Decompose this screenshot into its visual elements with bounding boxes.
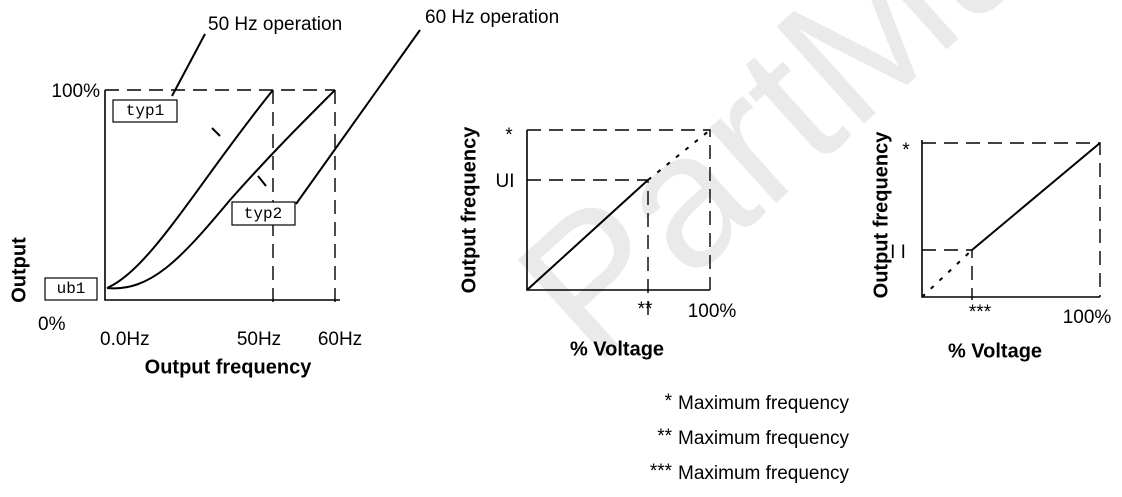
curve — [971, 142, 1101, 251]
x-title: % Voltage — [948, 340, 1042, 362]
curve-60hz — [106, 89, 336, 290]
note-text: Maximum frequency — [678, 393, 850, 414]
x-title: Output frequency — [145, 356, 313, 378]
middle-chart: * UI Output frequency ** 100% % Voltage — [458, 125, 736, 360]
note-marker: ** — [657, 426, 672, 447]
y-label: I I — [890, 242, 906, 263]
note-marker: * — [665, 391, 673, 412]
box — [44, 277, 98, 301]
x-label: 0.0Hz — [100, 329, 150, 350]
guide-lines — [105, 89, 336, 310]
x-label: 100% — [1063, 307, 1112, 328]
y-title: Output frequency — [458, 126, 480, 294]
x-label: 60Hz — [318, 329, 362, 350]
curve-50hz — [106, 89, 274, 289]
x-title: % Voltage — [570, 338, 664, 360]
curve — [526, 179, 649, 291]
box-label: ub1 — [57, 280, 86, 298]
y-label: * — [902, 140, 910, 161]
y-label: * — [505, 125, 513, 146]
callout: 60 Hz operation — [425, 7, 559, 28]
callout: 50 Hz operation — [208, 14, 342, 35]
curve-dotted — [921, 249, 973, 298]
curve-dotted — [647, 129, 711, 181]
box — [112, 99, 178, 123]
box-label: typ2 — [244, 205, 282, 223]
box — [231, 201, 296, 226]
x-label: ** — [638, 299, 653, 320]
y-label: 100% — [51, 81, 100, 102]
axes — [104, 90, 340, 301]
y-title: Output frequency — [870, 131, 892, 299]
arrows — [211, 127, 267, 187]
x-label: 50Hz — [237, 329, 281, 350]
note-text: Maximum frequency — [678, 428, 850, 449]
y-label: UI — [496, 171, 515, 192]
y-label: 0% — [38, 314, 66, 335]
y-title: Output — [8, 237, 30, 303]
right-chart: * I I Output frequency *** 100% % Voltag… — [870, 131, 1111, 362]
x-label: *** — [969, 302, 992, 323]
note-text: Maximum frequency — [678, 463, 850, 484]
note-marker: *** — [650, 461, 673, 482]
left-chart: 50 Hz operation 60 Hz operation 100% 0% … — [8, 7, 559, 378]
leader-lines — [171, 29, 421, 205]
box-label: typ1 — [126, 102, 164, 120]
x-label: 100% — [688, 301, 737, 322]
notes: * Maximum frequency ** Maximum frequency… — [650, 391, 850, 484]
